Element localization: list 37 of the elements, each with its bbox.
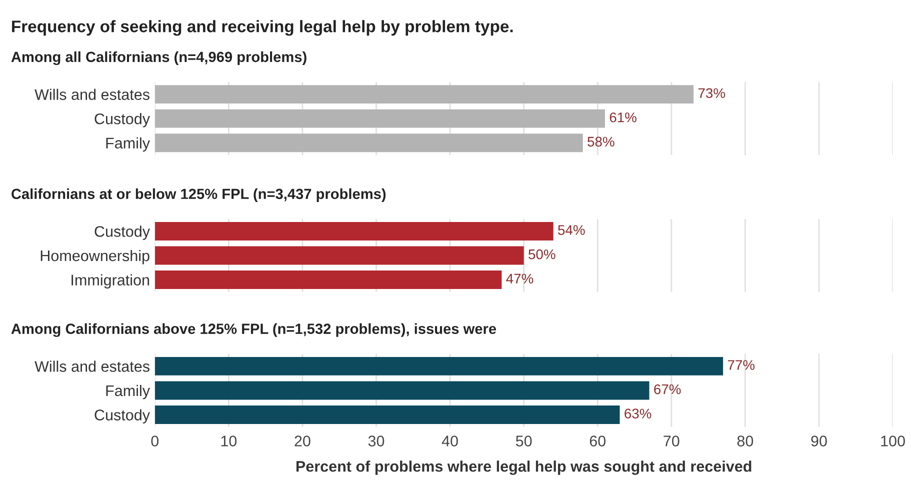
y-tick-label: Homeownership <box>40 250 150 264</box>
bar <box>154 406 620 424</box>
y-tick-label: Custody <box>94 409 150 424</box>
x-tick-label: 80 <box>737 436 754 446</box>
x-tick-label: 50 <box>516 436 532 446</box>
y-tick-label: Family <box>106 384 150 400</box>
data-label: 50% <box>528 249 556 260</box>
chart-subtitle: Californians at or below 125% FPL (n=3,437 problems) <box>12 188 386 202</box>
y-tick-label: Immigration <box>72 274 150 288</box>
data-label: 47% <box>506 274 534 284</box>
x-tick-label: 70 <box>664 436 680 446</box>
x-tick-label: 40 <box>442 436 458 446</box>
y-tick-label: Family <box>106 137 150 152</box>
x-tick-label: 20 <box>294 436 310 446</box>
data-label: 58% <box>588 136 614 147</box>
chart-subtitle: Among Californians above 125% FPL (n=1,532 problems), issues were <box>11 323 496 337</box>
bar <box>154 381 650 400</box>
data-label: 63% <box>624 408 652 418</box>
x-tick-label: 0 <box>151 436 159 446</box>
data-label: 61% <box>610 112 636 122</box>
y-tick-label: Wills and estates <box>34 360 150 372</box>
x-tick-label: 60 <box>590 436 606 446</box>
chart-title: Frequency of seeking and receiving legal help by problem type. <box>12 20 513 36</box>
x-tick-label: 100 <box>881 436 905 446</box>
data-label: 67% <box>654 384 681 394</box>
bar <box>154 356 724 376</box>
y-tick-label: Custody <box>94 226 150 240</box>
x-tick-label: 30 <box>368 436 384 446</box>
data-label: 77% <box>728 360 755 370</box>
x-tick-label: 10 <box>221 436 237 446</box>
chart-subtitle: Among all Californians (n=4,969 problems) <box>11 51 306 66</box>
data-label: 54% <box>558 225 585 235</box>
x-tick-label: 90 <box>811 436 827 446</box>
y-tick-label: Wills and estates <box>34 88 150 100</box>
x-axis-title: Percent of problems where legal help was sought and received <box>296 460 752 475</box>
data-label: 73% <box>698 88 726 98</box>
y-tick-label: Custody <box>94 113 150 128</box>
